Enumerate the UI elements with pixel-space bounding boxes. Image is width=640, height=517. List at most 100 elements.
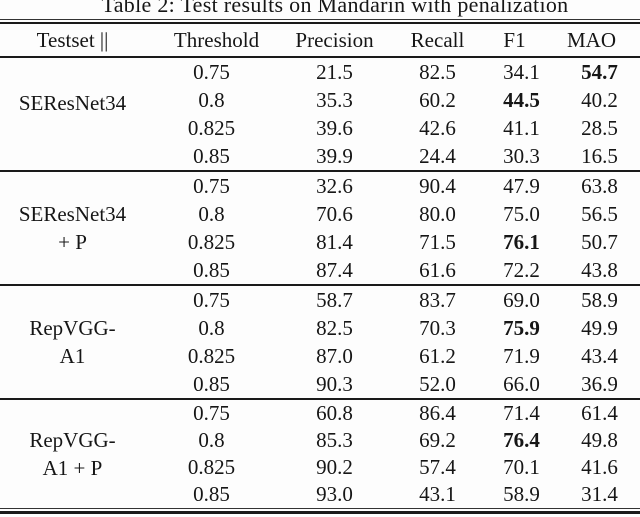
cell-recall: 83.7 <box>419 288 456 312</box>
cell-threshold: 0.8 <box>198 88 225 112</box>
cell-precision: 82.5 <box>316 316 353 340</box>
cell-precision: 70.6 <box>316 202 353 226</box>
group-label-lines: RepVGG- A1 + P <box>0 426 145 482</box>
col-header-recall: Recall <box>391 23 484 58</box>
bottom-rule-thick <box>0 511 640 514</box>
bottom-rule-thin <box>0 508 640 509</box>
cell-recall: 90.4 <box>419 174 456 198</box>
cell-precision: 87.0 <box>316 344 353 368</box>
table-row: 0.825 87.0 61.2 71.9 43.4 <box>0 342 640 370</box>
cell-recall: 80.0 <box>419 202 456 226</box>
cell-f1: 71.9 <box>503 344 540 368</box>
cell-recall: 71.5 <box>419 230 456 254</box>
cell-mao: 43.4 <box>581 344 618 368</box>
cell-mao: 50.7 <box>581 230 618 254</box>
cell-threshold: 0.825 <box>187 116 236 140</box>
cell-precision: 90.2 <box>316 455 353 479</box>
cell-mao: 16.5 <box>559 142 640 172</box>
cell-f1: 75.0 <box>503 202 540 226</box>
table-row: 0.8 35.3 60.2 44.5 40.2 <box>0 86 640 114</box>
cell-f1: 44.5 <box>503 88 540 112</box>
table-row: 0.825 81.4 71.5 76.1 50.7 <box>0 228 640 256</box>
cell-precision: 39.6 <box>316 116 353 140</box>
group-label-line: A1 <box>59 344 86 368</box>
cell-f1: 76.4 <box>503 428 540 452</box>
col-header-f1: F1 <box>484 23 559 58</box>
cell-f1: 58.9 <box>503 482 540 506</box>
cell-recall: 57.4 <box>419 455 456 479</box>
table-row: 0.85 90.3 52.0 66.0 36.9 <box>0 370 640 400</box>
cell-mao: 54.7 <box>581 60 618 84</box>
cell-mao: 63.8 <box>581 174 618 198</box>
cell-threshold: 0.8 <box>198 202 225 226</box>
table-row: 0.825 90.2 57.4 70.1 41.6 <box>0 454 640 481</box>
group-label-line: RepVGG- <box>29 428 116 452</box>
group-label-line: A1 + P <box>42 456 103 480</box>
cell-precision: 21.5 <box>316 60 353 84</box>
cell-recall: 82.5 <box>419 60 456 84</box>
cell-mao: 40.2 <box>581 88 618 112</box>
group-label-line: RepVGG- <box>29 316 116 340</box>
cell-mao: 36.9 <box>559 370 640 400</box>
col-header-mao: MAO <box>559 23 640 58</box>
cell-mao: 58.9 <box>581 288 618 312</box>
cell-threshold: 0.825 <box>187 230 236 254</box>
table-row: SEResNet34 0.75 21.5 82.5 34.1 54.7 <box>0 57 640 172</box>
cell-mao: 56.5 <box>581 202 618 226</box>
header-row: Testset || Threshold Precision Recall F1… <box>0 23 640 58</box>
results-table: Testset || Threshold Precision Recall F1… <box>0 22 640 508</box>
cell-f1: 69.0 <box>503 288 540 312</box>
cell-threshold: 0.75 <box>193 174 230 198</box>
cell-recall: 52.0 <box>391 370 484 400</box>
cell-threshold: 0.85 <box>145 370 278 400</box>
col-header-threshold: Threshold <box>145 23 278 58</box>
cell-f1: 75.9 <box>503 316 540 340</box>
table-caption: Table 2: Test results on Mandarin with p… <box>101 0 569 17</box>
cell-mao: 49.8 <box>581 428 618 452</box>
cell-threshold: 0.85 <box>193 482 230 506</box>
cell-f1: 70.1 <box>503 455 540 479</box>
group-label-lines: SEResNet34 + P <box>0 200 145 256</box>
table-row: 0.8 82.5 70.3 75.9 49.9 <box>0 314 640 342</box>
cell-f1: 76.1 <box>503 230 540 254</box>
cell-threshold: 0.8 <box>198 316 225 340</box>
table-row: 0.825 39.6 42.6 41.1 28.5 <box>0 114 640 142</box>
cell-recall: 69.2 <box>419 428 456 452</box>
group-label-line: SEResNet34 <box>18 202 127 226</box>
group-label-lines: SEResNet34 <box>0 89 145 117</box>
cell-recall: 86.4 <box>419 401 456 425</box>
cell-precision: 81.4 <box>316 230 353 254</box>
group-label-lines: RepVGG- A1 <box>0 314 145 370</box>
cell-precision: 39.9 <box>278 142 391 172</box>
cell-f1: 71.4 <box>503 401 540 425</box>
cell-recall: 70.3 <box>419 316 456 340</box>
group-label-seresnet34: SEResNet34 <box>0 57 145 172</box>
table-row: RepVGG- A1 + P 0.75 60.8 86.4 71.4 61.4 <box>0 399 640 480</box>
cell-f1: 47.9 <box>503 174 540 198</box>
cell-recall: 60.2 <box>419 88 456 112</box>
cell-f1: 34.1 <box>503 60 540 84</box>
cell-mao: 43.8 <box>559 256 640 286</box>
cell-f1: 66.0 <box>484 370 559 400</box>
cell-recall: 42.6 <box>419 116 456 140</box>
cell-recall: 61.2 <box>419 344 456 368</box>
cell-precision: 35.3 <box>316 88 353 112</box>
group-label-line: SEResNet34 <box>18 91 127 115</box>
col-header-precision: Precision <box>278 23 391 58</box>
cell-recall: 61.6 <box>391 256 484 286</box>
col-header-testset: Testset || <box>0 23 145 58</box>
cell-mao: 61.4 <box>581 401 618 425</box>
cell-threshold: 0.75 <box>193 401 230 425</box>
cell-precision: 90.3 <box>278 370 391 400</box>
cell-mao: 41.6 <box>581 455 618 479</box>
group-label-line: + P <box>58 230 87 254</box>
cell-threshold: 0.75 <box>193 288 230 312</box>
cell-precision: 58.7 <box>316 288 353 312</box>
cell-threshold: 0.85 <box>145 142 278 172</box>
table-row: 0.8 70.6 80.0 75.0 56.5 <box>0 200 640 228</box>
cell-threshold: 0.825 <box>187 455 236 479</box>
cell-recall: 24.4 <box>391 142 484 172</box>
cell-mao: 31.4 <box>581 482 618 506</box>
group-label-repvgg-a1: RepVGG- A1 <box>0 285 145 400</box>
